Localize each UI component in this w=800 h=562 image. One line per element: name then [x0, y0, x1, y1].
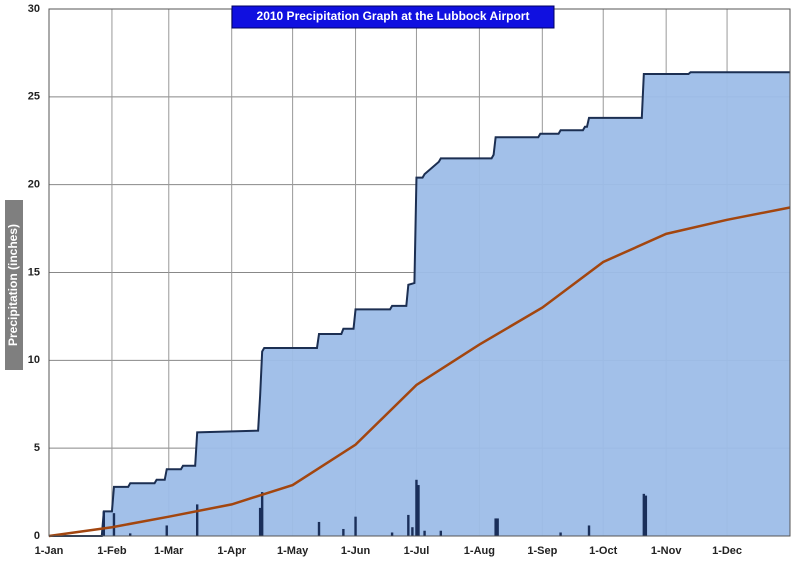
chart-title: 2010 Precipitation Graph at the Lubbock …	[257, 9, 530, 23]
daily-bar	[260, 492, 264, 536]
x-tick-label: 1-Mar	[154, 545, 184, 557]
daily-bar	[411, 527, 414, 536]
area-line	[49, 71, 790, 537]
daily-bar	[496, 518, 499, 536]
y-label-box	[5, 200, 23, 370]
y-tick-label: 5	[34, 442, 40, 454]
x-tick-label: 1-Jan	[35, 545, 64, 557]
y-tick-label: 10	[28, 354, 40, 366]
x-tick-label: 1-Aug	[464, 545, 495, 557]
daily-bar	[317, 521, 321, 536]
x-tick-label: 1-Jun	[341, 545, 371, 557]
daily-bar	[439, 530, 443, 536]
daily-bar	[258, 507, 262, 536]
daily-bar	[423, 530, 426, 536]
daily-bar	[587, 525, 591, 536]
x-tick-label: 1-Apr	[217, 545, 246, 557]
x-tick-label: 1-Feb	[97, 545, 127, 557]
y-axis-label: Precipitation (inches)	[6, 224, 20, 346]
title-box	[231, 5, 555, 29]
x-tick-label: 1-Oct	[589, 545, 617, 557]
x-tick-label: 1-Dec	[712, 545, 742, 557]
y-tick-label: 20	[28, 179, 40, 191]
x-tick-label: 1-Nov	[651, 545, 682, 557]
daily-bar	[354, 516, 357, 536]
daily-bar	[196, 504, 199, 536]
area-fill	[49, 72, 790, 537]
daily-bar	[112, 513, 116, 536]
y-tick-label: 0	[34, 530, 40, 542]
daily-bar	[644, 495, 648, 536]
daily-bar	[129, 533, 132, 536]
daily-bar	[417, 485, 420, 536]
daily-bar	[390, 532, 394, 536]
daily-bar	[102, 511, 106, 536]
normal-line	[48, 206, 791, 538]
daily-bar	[559, 532, 562, 536]
x-tick-label: 1-Jul	[404, 545, 430, 557]
x-tick-label: 1-Sep	[527, 545, 557, 557]
x-tick-label: 1-May	[277, 545, 309, 557]
y-tick-label: 30	[28, 3, 40, 15]
y-tick-label: 25	[28, 91, 40, 103]
daily-bar	[407, 514, 410, 536]
daily-bar	[642, 493, 646, 536]
daily-bar	[494, 518, 497, 536]
daily-bar	[415, 479, 418, 536]
daily-bar	[342, 528, 345, 536]
daily-bar	[165, 525, 168, 536]
y-tick-label: 15	[28, 266, 40, 278]
